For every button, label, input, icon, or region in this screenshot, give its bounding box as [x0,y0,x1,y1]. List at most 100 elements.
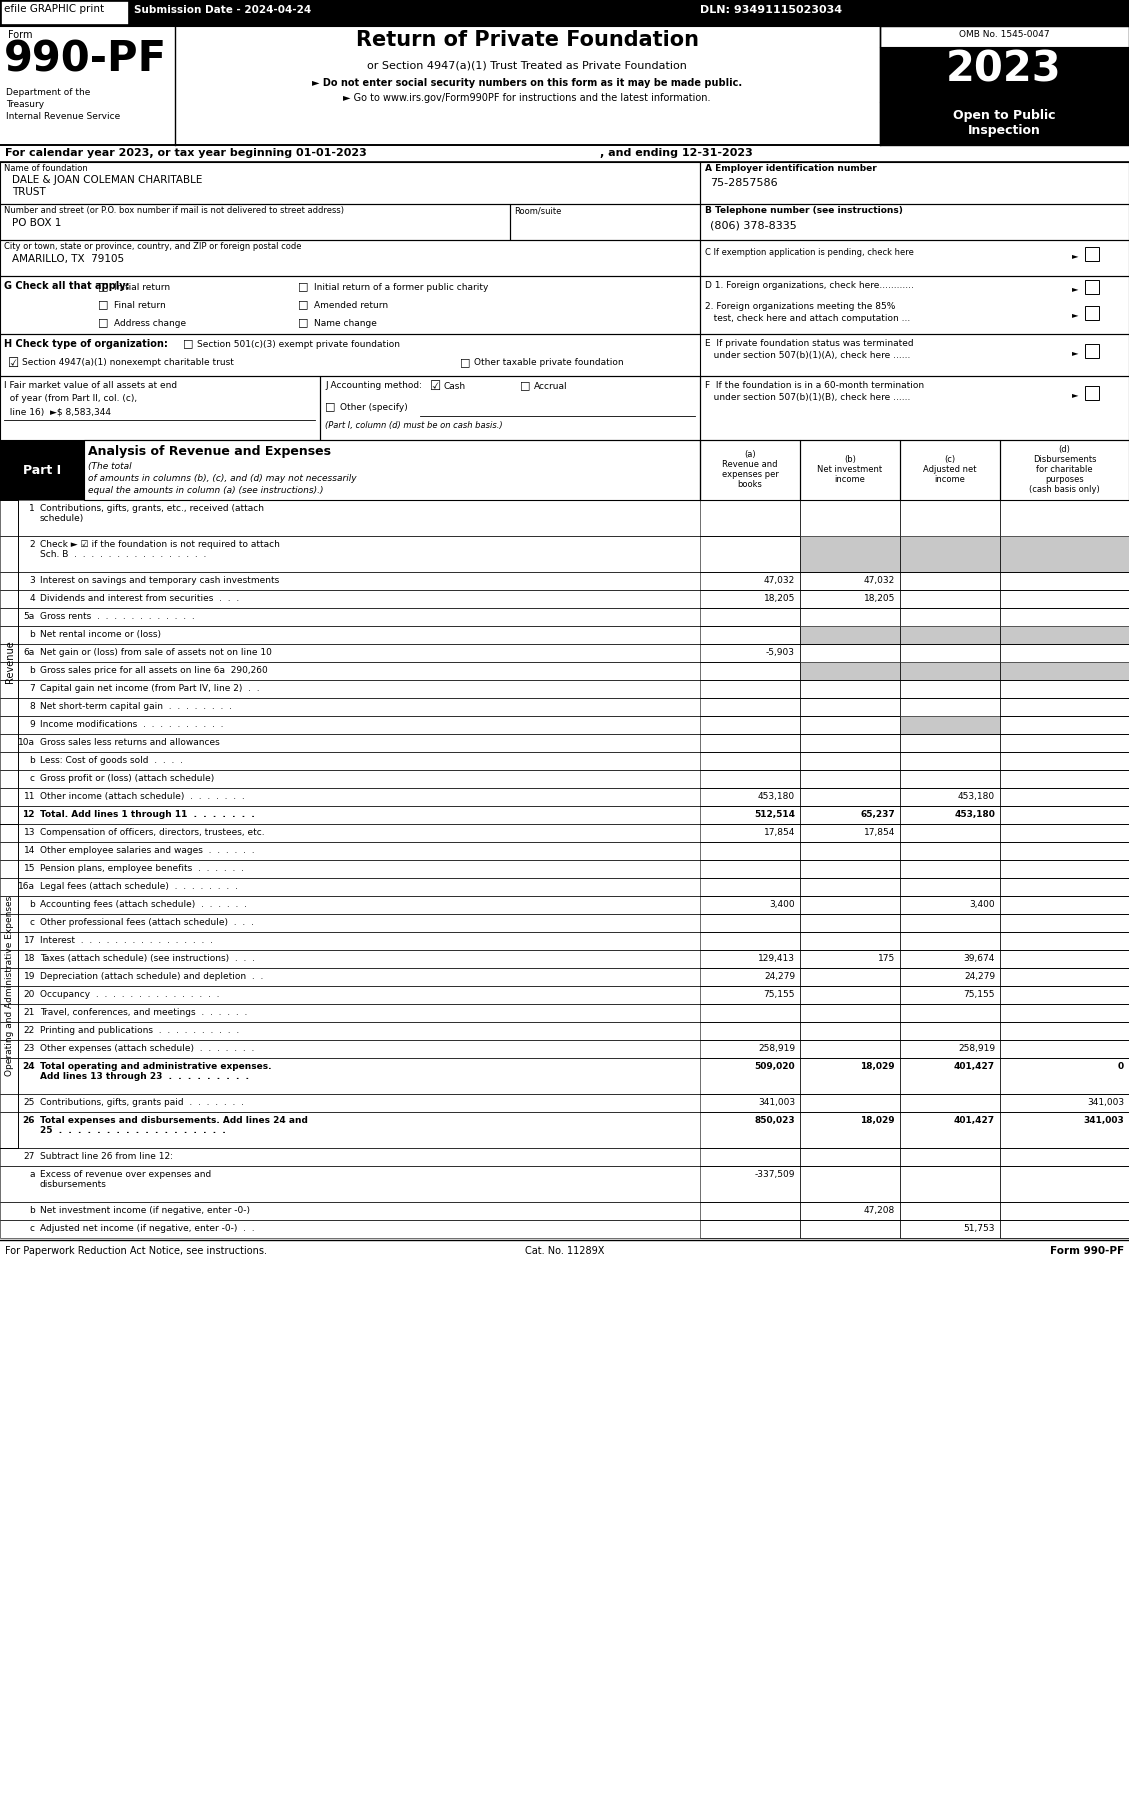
Bar [800,441,900,500]
Text: of amounts in columns (b), (c), and (d) may not necessarily: of amounts in columns (b), (c), and (d) … [88,475,357,484]
Text: C If exemption application is pending, check here: C If exemption application is pending, c… [704,248,913,257]
Text: income: income [834,475,866,484]
Bar [0,752,1129,770]
Bar [1000,949,1129,967]
Bar [0,806,1129,823]
Bar [0,967,1129,985]
Bar [1000,770,1129,788]
Bar [510,203,700,239]
Text: □: □ [98,298,108,309]
Bar [800,680,900,698]
Bar [84,441,700,500]
Bar [800,500,900,536]
Bar [0,770,1129,788]
Text: Name of foundation: Name of foundation [5,164,88,173]
Text: 18: 18 [24,955,35,964]
Text: Total operating and administrative expenses.: Total operating and administrative expen… [40,1063,271,1072]
Text: 21: 21 [24,1009,35,1018]
Bar [800,662,900,680]
Text: disbursements: disbursements [40,1179,107,1188]
Text: 453,180: 453,180 [954,811,995,820]
Text: 258,919: 258,919 [758,1045,795,1054]
Text: ► Do not enter social security numbers on this form as it may be made public.: ► Do not enter social security numbers o… [312,77,742,88]
Bar [700,626,800,644]
Bar [0,203,510,239]
Text: □: □ [325,401,335,412]
Text: 47,208: 47,208 [864,1206,895,1215]
Text: □: □ [183,338,193,349]
Text: Net investment: Net investment [817,466,883,475]
Bar [0,572,1129,590]
Text: 14: 14 [24,847,35,856]
Bar [0,1111,1129,1147]
Text: Form: Form [8,31,33,40]
Text: 25: 25 [24,1099,35,1108]
Text: Net investment income (if negative, enter -0-): Net investment income (if negative, ente… [40,1206,250,1215]
Text: G Check all that apply:: G Check all that apply: [5,280,130,291]
Bar [0,536,1129,572]
Bar [0,608,1129,626]
Bar [900,1039,1000,1057]
Bar [0,334,1129,376]
Bar [700,572,800,590]
Bar [1000,806,1129,823]
Bar [800,823,900,841]
Text: 12: 12 [23,811,35,820]
Text: 401,427: 401,427 [954,1063,995,1072]
Text: 509,020: 509,020 [754,1063,795,1072]
Text: Contributions, gifts, grants paid  .  .  .  .  .  .  .: Contributions, gifts, grants paid . . . … [40,1099,244,1108]
Text: b: b [29,665,35,674]
Bar [800,590,900,608]
Text: Adjusted net income (if negative, enter -0-)  .  .: Adjusted net income (if negative, enter … [40,1224,255,1233]
Bar [0,823,1129,841]
Text: 47,032: 47,032 [864,575,895,584]
Text: 2. Foreign organizations meeting the 85%: 2. Foreign organizations meeting the 85% [704,302,895,311]
Text: c: c [30,1224,35,1233]
Bar [0,626,1129,644]
Bar [0,1221,1129,1239]
Text: Submission Date - 2024-04-24: Submission Date - 2024-04-24 [134,5,312,14]
Text: Department of the: Department of the [6,88,90,97]
Bar [700,376,1129,441]
Text: ☑: ☑ [8,358,19,370]
Text: purposes: purposes [1045,475,1084,484]
Bar [900,913,1000,931]
Text: 24: 24 [23,1063,35,1072]
Bar [1000,752,1129,770]
Text: Sch. B  .  .  .  .  .  .  .  .  .  .  .  .  .  .  .  .: Sch. B . . . . . . . . . . . . . . . . [40,550,207,559]
Bar [0,500,1129,536]
Bar [900,536,1000,572]
Bar [0,1003,1129,1021]
Bar [900,680,1000,698]
Bar [0,0,1129,25]
Text: 24,279: 24,279 [764,973,795,982]
Bar [1000,572,1129,590]
Text: TRUST: TRUST [12,187,46,198]
Bar [0,716,1129,734]
Text: equal the amounts in column (a) (see instructions).): equal the amounts in column (a) (see ins… [88,485,324,494]
Text: Cash: Cash [444,381,466,390]
Bar [800,841,900,859]
Text: line 16)  ►$ 8,583,344: line 16) ►$ 8,583,344 [5,406,111,415]
Bar [1085,343,1099,358]
Bar [1000,1003,1129,1021]
Text: Interest  .  .  .  .  .  .  .  .  .  .  .  .  .  .  .  .: Interest . . . . . . . . . . . . . . . . [40,937,213,946]
Bar [1000,1203,1129,1221]
Text: of year (from Part II, col. (c),: of year (from Part II, col. (c), [5,394,137,403]
Bar [1000,1221,1129,1239]
Text: Compensation of officers, directors, trustees, etc.: Compensation of officers, directors, tru… [40,829,264,838]
Text: Gross profit or (loss) (attach schedule): Gross profit or (loss) (attach schedule) [40,773,215,782]
Bar [0,734,1129,752]
Bar [800,752,900,770]
Bar [800,806,900,823]
Text: ►: ► [1073,284,1078,293]
Bar [800,1221,900,1239]
Bar [800,662,900,680]
Text: 24,279: 24,279 [964,973,995,982]
Bar [900,1203,1000,1221]
Bar [800,913,900,931]
Text: 5a: 5a [24,611,35,620]
Bar [0,0,1129,25]
Bar [1000,877,1129,895]
Bar [0,931,1129,949]
